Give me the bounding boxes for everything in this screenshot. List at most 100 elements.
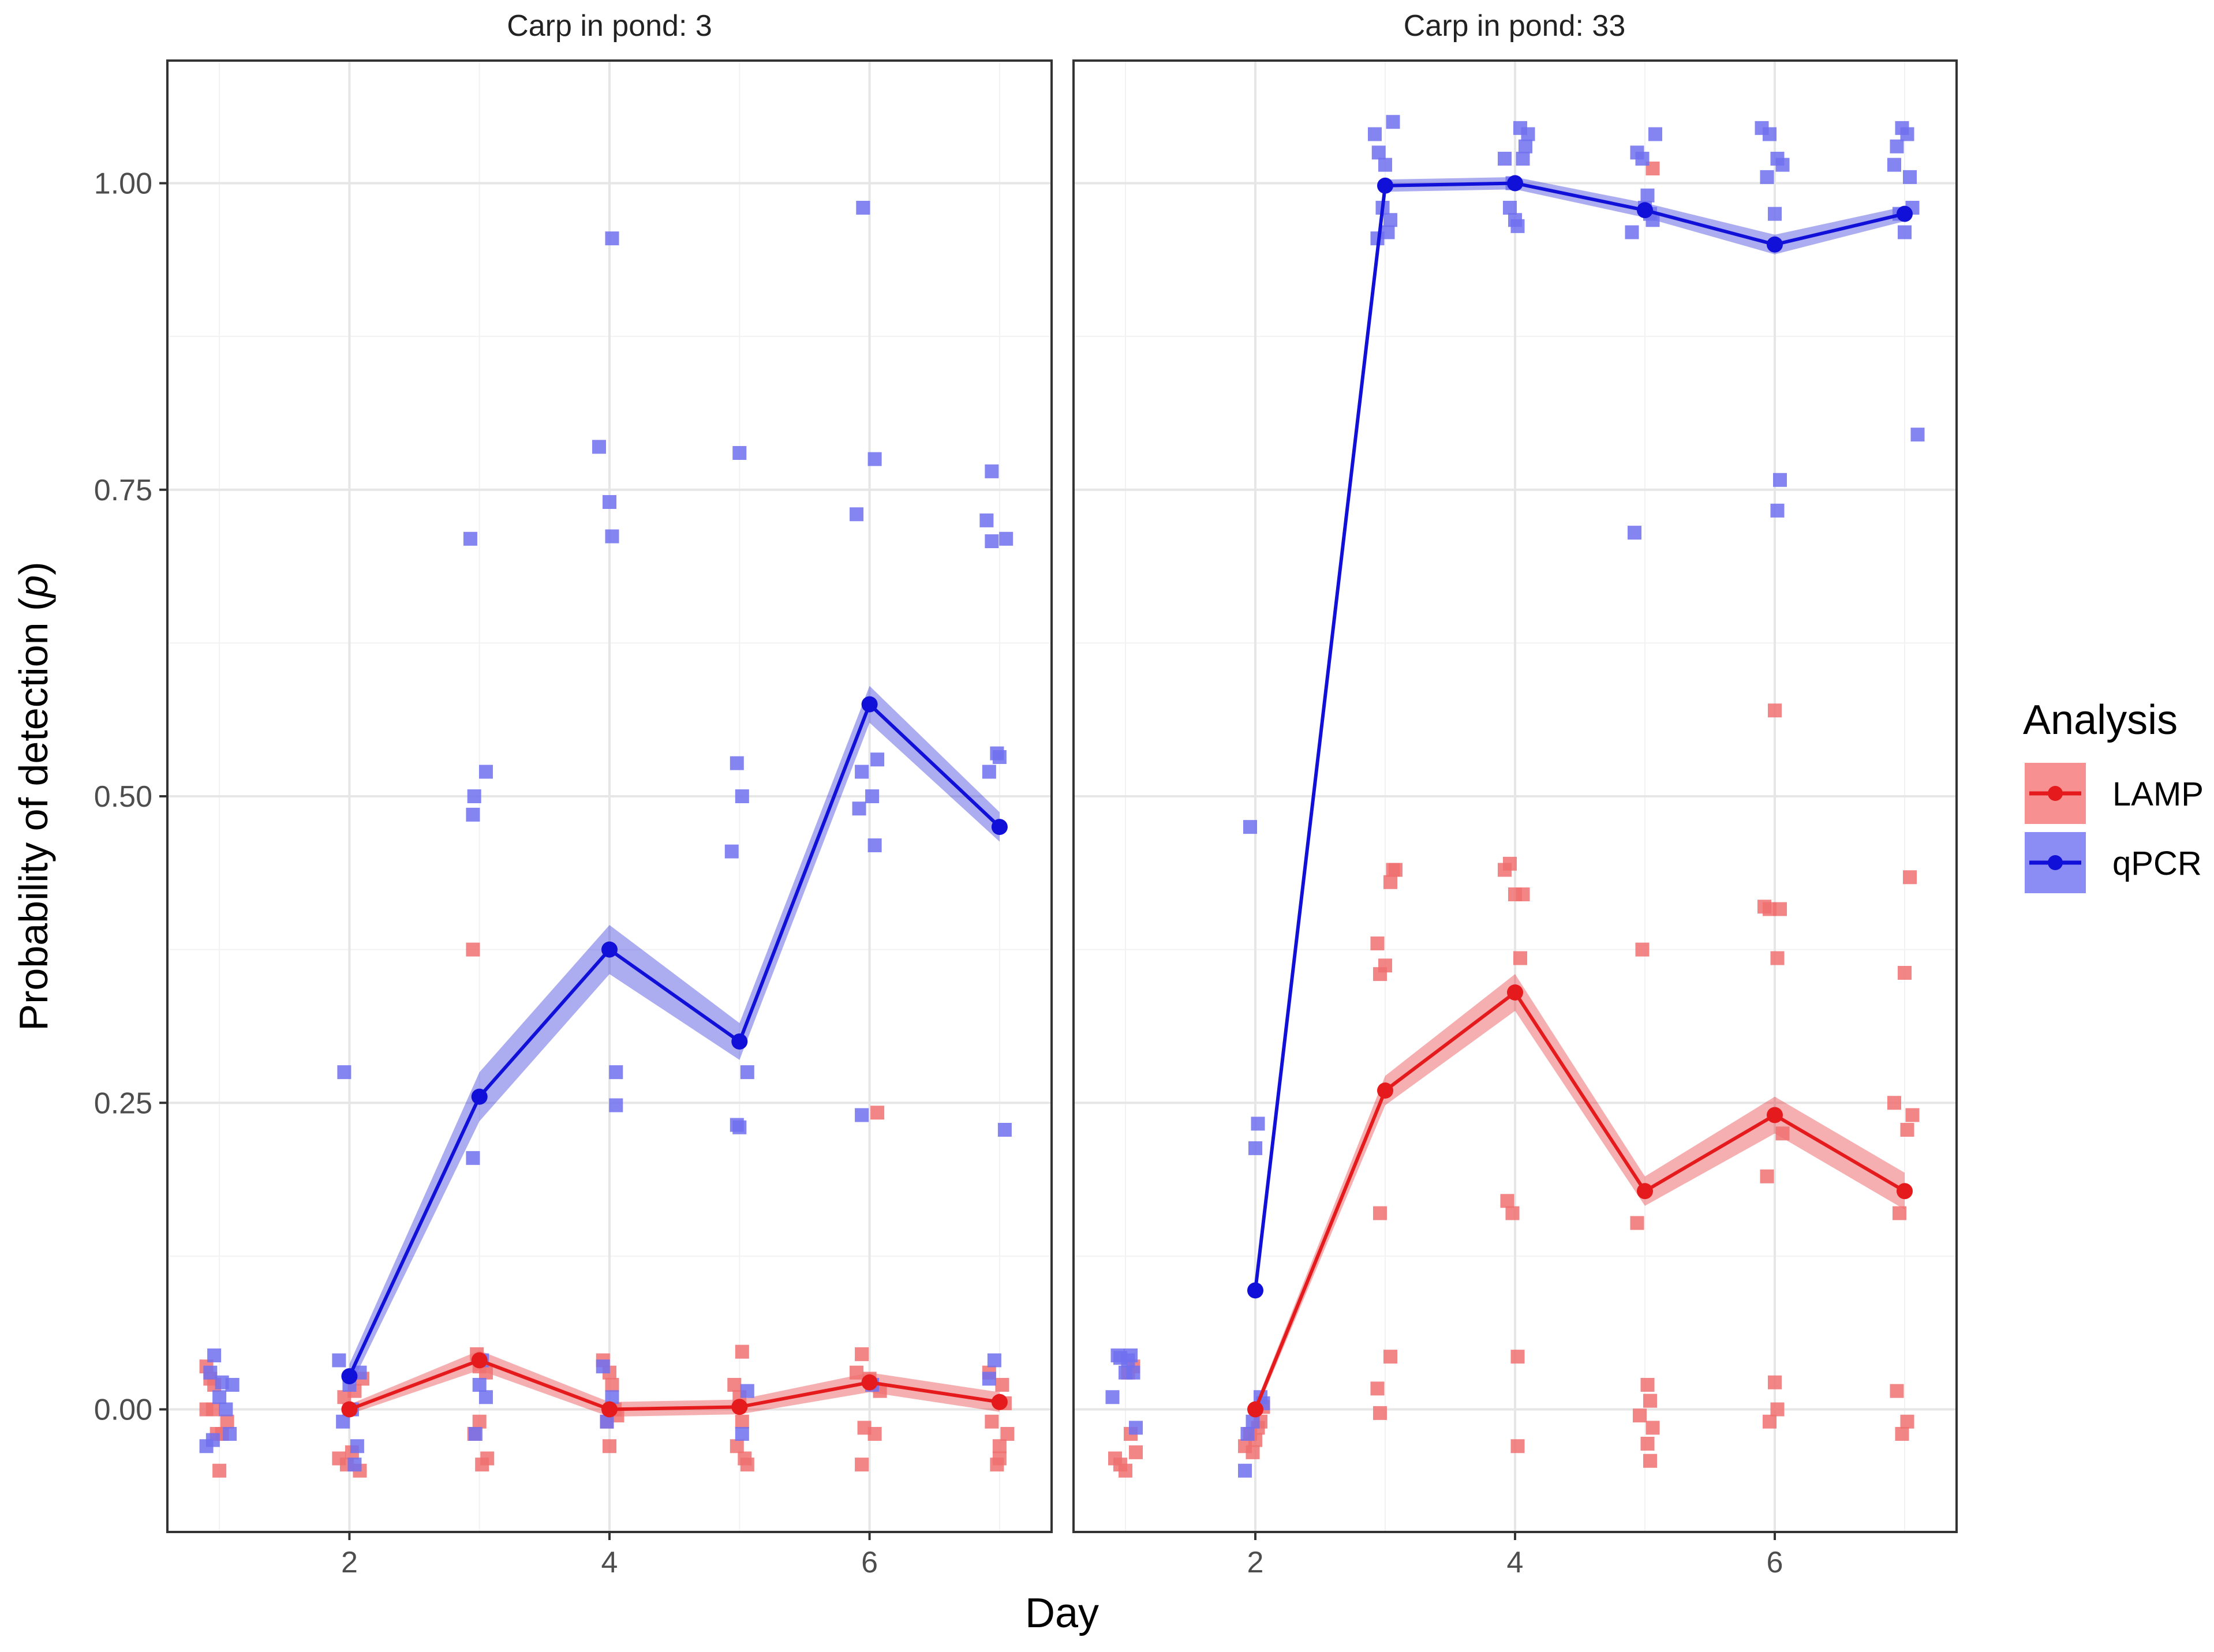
x-axis-ticks: 2 4 6	[1247, 1532, 1783, 1579]
series-line-qpcr	[1254, 181, 1905, 1291]
data-point-qpcr	[987, 1353, 1001, 1368]
data-point-qpcr	[856, 201, 870, 215]
data-point-lamp	[985, 1414, 999, 1429]
data-point-lamp	[1773, 902, 1787, 916]
data-point-lamp	[1383, 1350, 1397, 1364]
legend-key-qpcr: qPCR	[2025, 832, 2202, 893]
series-markers	[341, 696, 1008, 1418]
data-point-qpcr	[203, 1365, 218, 1380]
data-point-qpcr	[997, 1123, 1012, 1137]
data-point-lamp	[1510, 1350, 1525, 1364]
data-point-qpcr	[463, 531, 477, 546]
data-point-lamp	[1887, 1096, 1901, 1110]
series-marker-lamp	[1897, 1183, 1913, 1200]
data-point-lamp	[1768, 703, 1782, 718]
data-point-qpcr	[207, 1348, 222, 1362]
data-point-lamp	[1640, 1378, 1655, 1392]
data-point-qpcr	[467, 789, 481, 803]
series-marker-lamp	[731, 1399, 748, 1415]
data-point-lamp	[1760, 1169, 1774, 1183]
data-point-qpcr	[1119, 1365, 1132, 1380]
data-point-qpcr	[205, 1433, 220, 1447]
legend-dot-qpcr	[2048, 855, 2063, 870]
data-point-qpcr	[350, 1439, 364, 1454]
series-marker-lamp	[601, 1401, 618, 1418]
data-point-qpcr	[1129, 1421, 1143, 1435]
data-point-lamp	[1643, 1393, 1657, 1408]
data-point-lamp	[1373, 1406, 1387, 1420]
y-tick-label: 0.00	[94, 1393, 152, 1427]
data-point-lamp	[605, 1378, 619, 1392]
data-point-qpcr	[1124, 1348, 1138, 1362]
confidence-band-qpcr	[349, 685, 1000, 1389]
data-point-lamp	[1893, 1206, 1906, 1220]
data-point-qpcr	[478, 765, 493, 779]
data-point-qpcr	[1386, 115, 1400, 129]
data-point-qpcr	[1635, 152, 1650, 166]
data-point-qpcr	[596, 1359, 610, 1374]
series-marker-lamp	[1377, 1082, 1393, 1099]
y-tick-label: 1.00	[94, 167, 152, 201]
data-point-qpcr	[855, 1108, 869, 1122]
series-marker-qpcr	[341, 1368, 358, 1385]
series-marker-qpcr	[1637, 202, 1653, 219]
data-point-lamp	[1246, 1445, 1260, 1459]
y-tick-label: 0.25	[94, 1087, 152, 1120]
data-point-qpcr	[1763, 127, 1777, 141]
data-point-lamp	[995, 1378, 1009, 1392]
series-marker-lamp	[1247, 1401, 1263, 1418]
x-tick-label: 4	[601, 1546, 618, 1579]
facet-title: Carp in pond: 3	[507, 9, 712, 43]
series-markers	[1247, 175, 1913, 1418]
data-point-qpcr	[1900, 127, 1914, 141]
data-point-qpcr	[609, 1098, 623, 1112]
data-point-qpcr	[732, 1120, 747, 1134]
data-point-qpcr	[1243, 820, 1257, 834]
data-point-qpcr	[466, 807, 480, 822]
data-point-qpcr	[982, 765, 996, 779]
data-point-qpcr	[735, 1427, 749, 1441]
data-point-qpcr	[592, 440, 606, 454]
data-point-qpcr	[603, 495, 616, 509]
data-point-qpcr	[1898, 225, 1912, 239]
data-point-qpcr	[724, 844, 739, 859]
data-point-lamp	[603, 1439, 616, 1454]
data-point-lamp	[1643, 1454, 1657, 1468]
data-point-lamp	[1389, 863, 1403, 877]
y-tick-label: 0.75	[94, 474, 152, 507]
data-point-lamp	[1770, 1402, 1785, 1417]
data-point-lamp	[1373, 1206, 1387, 1220]
data-point-qpcr	[1770, 503, 1785, 518]
series-marker-qpcr	[991, 819, 1008, 836]
data-point-lamp	[480, 1451, 495, 1466]
data-point-lamp	[466, 942, 480, 957]
data-point-lamp	[1903, 870, 1917, 885]
data-point-qpcr	[1890, 139, 1904, 153]
data-point-lamp	[220, 1414, 234, 1429]
data-point-qpcr	[609, 1065, 623, 1080]
x-tick-label: 6	[1767, 1546, 1783, 1579]
data-point-lamp	[1119, 1463, 1132, 1478]
data-point-qpcr	[212, 1390, 227, 1404]
data-point-lamp	[1370, 936, 1385, 950]
data-point-lamp	[1890, 1384, 1904, 1398]
data-point-qpcr	[219, 1402, 233, 1417]
legend-title: Analysis	[2023, 697, 2178, 743]
y-axis-label: Probability of detection (p)	[11, 561, 56, 1031]
data-point-qpcr	[1640, 188, 1655, 203]
data-point-qpcr	[332, 1353, 346, 1368]
data-point-lamp	[1775, 1126, 1790, 1141]
data-point-qpcr	[472, 1378, 487, 1392]
data-point-qpcr	[605, 231, 619, 246]
data-point-lamp	[1510, 1439, 1525, 1454]
data-point-qpcr	[1760, 170, 1774, 184]
series-marker-qpcr	[731, 1033, 748, 1050]
data-point-qpcr	[347, 1458, 362, 1472]
series-marker-qpcr	[1247, 1282, 1263, 1299]
data-point-qpcr	[1768, 207, 1782, 221]
data-point-qpcr	[999, 531, 1013, 546]
data-point-lamp	[1898, 966, 1912, 980]
data-point-lamp	[735, 1344, 749, 1359]
series-marker-lamp	[1767, 1107, 1783, 1123]
